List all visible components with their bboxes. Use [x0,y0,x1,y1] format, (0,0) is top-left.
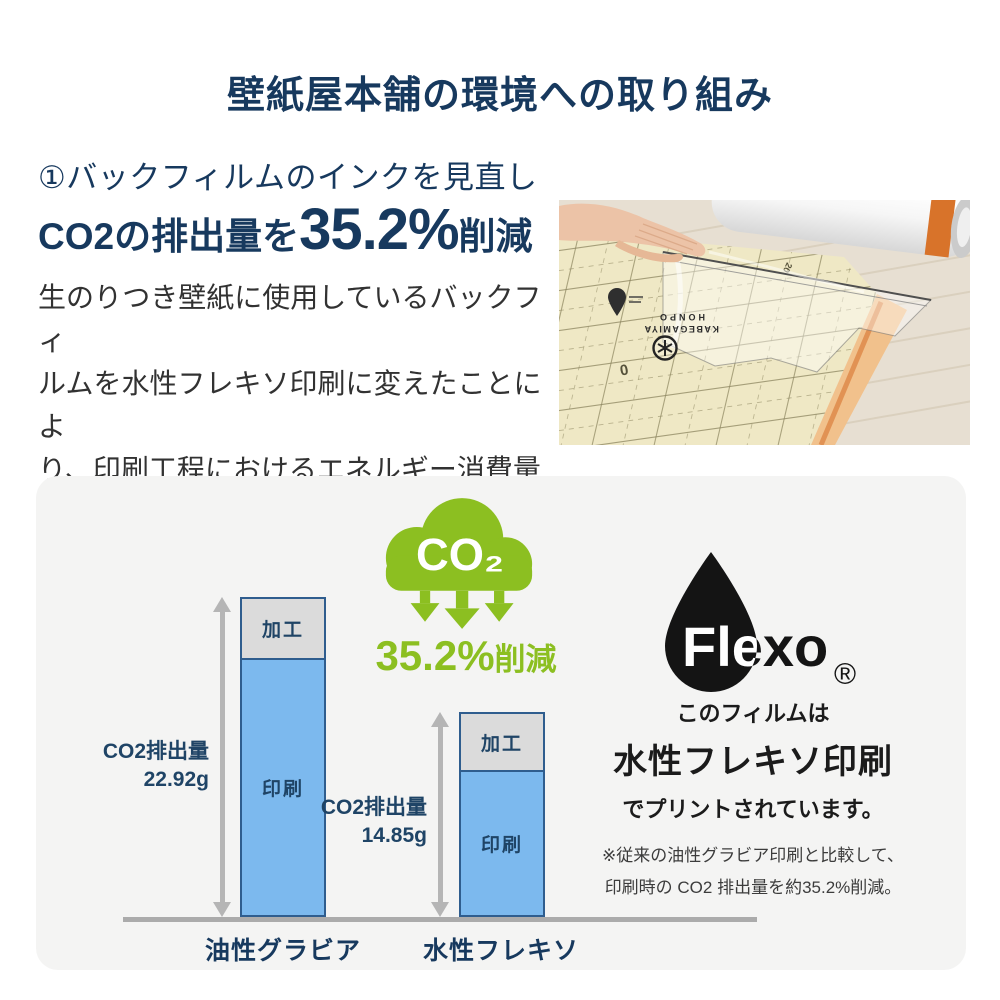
arrow-shaft [219,612,225,902]
flexo-wordmark-inner: Flexo [682,615,828,678]
arrow-shaft [437,727,443,902]
reduction-label: 35.2%削減 [361,632,571,680]
emission-label-text: CO2排出量 [102,740,209,763]
co2-cloud-icon: CO₂ [385,498,533,629]
bar-segment-processing: 加工 [242,599,324,660]
chart-baseline [123,917,757,922]
printed-drop-mark [608,288,643,316]
height-arrow-oil [213,597,231,917]
section-heading: ①バックフィルムのインクを見直し [38,160,538,195]
film-info-line3: でプリントされています。 [622,797,884,822]
film-info-note2: 印刷時の CO2 排出量を約35.2%削減。 [604,878,902,897]
film-info-note1: ※従来の油性グラビア印刷と比較して、 [602,846,904,865]
bar-segment-processing: 加工 [461,714,543,772]
flexo-logo: Flexo Flexo ® [665,552,856,692]
co2-reduction-headline: CO2の排出量を35.2%削減 [38,196,533,263]
emission-label-oil: CO2排出量 22.92g [74,738,209,794]
arrow-down-icon [213,902,231,917]
bar-segment-printing: 印刷 [242,660,324,915]
emission-value: 14.85g [361,824,427,847]
bar-water-flexo: 加工 印刷 [459,712,545,917]
reduction-percentage: 35.2% [375,632,495,679]
arrow-down-icon [431,902,449,917]
category-label-oil-gravure: 油性グラビア [204,937,361,965]
arrow-up-icon [213,597,231,612]
flexo-wordmark: Flexo [682,615,828,678]
registered-trademark-icon: ® [834,658,856,691]
flexo-drop-icon [665,552,757,692]
page-title: 壁紙屋本舗の環境への取り組み [226,75,773,117]
bar-segment-printing: 印刷 [461,772,543,915]
product-photo: 0 20 KABEGAMIYA HONPO [559,200,970,445]
headline-prefix: CO2の排出量を [38,216,300,257]
height-arrow-flexo [431,712,449,917]
hand [559,203,706,263]
wallpaper-edge-line [818,301,884,445]
film-brand-line1: KABEGAMIYA [643,324,719,334]
headline-percentage: 35.2% [299,197,459,262]
comparison-panel: 加工 印刷 CO2排出量 22.92g 油性グラビア 加工 印刷 CO2排出量 14… [36,476,966,970]
film-info-line2: 水性フレキソ印刷 [613,743,893,781]
wallpaper-sheet [559,230,877,445]
film-circle-logo [652,335,678,361]
category-label-water-flexo: 水性フレキソ [422,937,579,965]
photo-illustration: 0 20 KABEGAMIYA HONPO [559,200,970,445]
headline-suffix: 削減 [458,216,533,257]
film-brand-line2: HONPO [657,312,705,322]
emission-value: 22.92g [143,768,209,791]
film-brand-print: KABEGAMIYA HONPO [643,312,719,334]
emission-label-flexo: CO2排出量 14.85g [292,794,427,850]
clear-film: KABEGAMIYA HONPO [643,250,933,373]
wallpaper-roll [711,200,970,259]
emission-label-text: CO2排出量 [320,796,427,819]
film-info-line1: このフィルムは [676,701,830,726]
bar-oil-gravure: 加工 印刷 [240,597,326,917]
arrow-up-icon [431,712,449,727]
reduction-suffix: 削減 [494,642,557,677]
grid-number-zero: 0 [618,360,629,378]
co2-cloud-label: CO₂ [416,529,504,580]
film-info-block: このフィルムは 水性フレキソ印刷 でプリントされています。 ※従来の油性グラビア… [558,696,948,898]
